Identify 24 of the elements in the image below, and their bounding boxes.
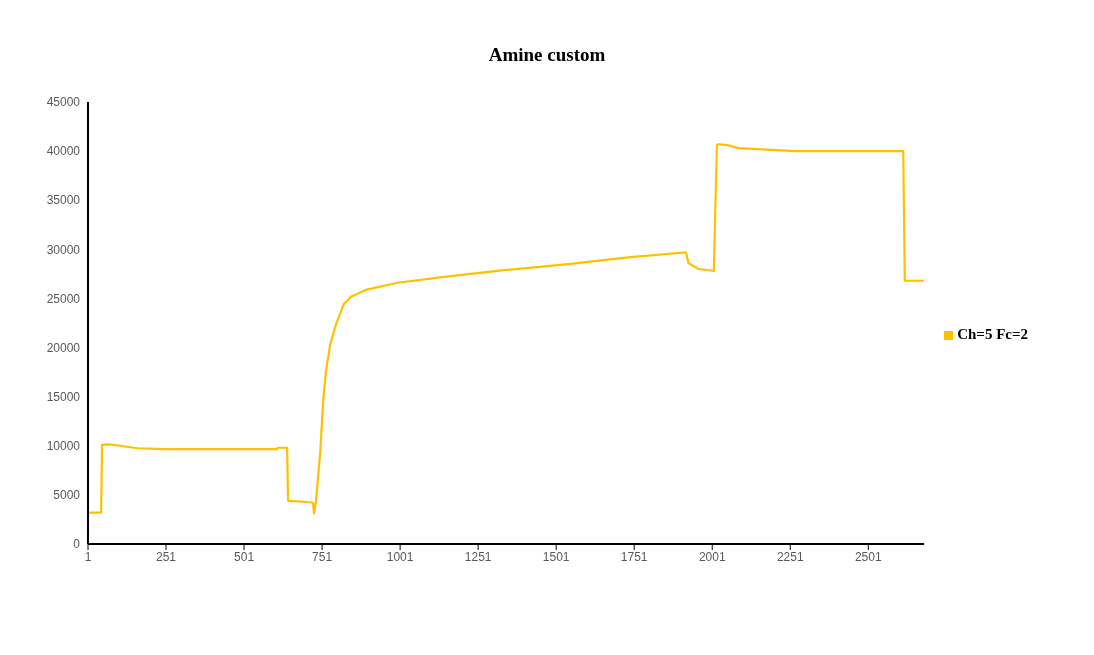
x-tick-label: 751	[312, 549, 333, 564]
y-tick-label: 15000	[46, 389, 81, 404]
x-tick-label: 1001	[386, 549, 414, 564]
x-tick-label: 2001	[698, 549, 726, 564]
y-tick-label: 35000	[46, 193, 81, 208]
y-tick-label: 5000	[53, 488, 81, 503]
y-tick-label: 40000	[46, 144, 81, 159]
x-tick-label: 1251	[464, 549, 492, 564]
y-tick-label: 10000	[46, 439, 81, 454]
x-tick-label: 1	[84, 549, 92, 564]
y-tick-label: 0	[73, 537, 81, 552]
y-tick-label: 20000	[46, 340, 81, 355]
legend-label: Ch=5 Fc=2	[957, 325, 1028, 342]
x-tick-label: 501	[234, 549, 255, 564]
y-tick-label: 45000	[46, 95, 81, 110]
y-tick-label: 30000	[46, 242, 81, 257]
y-tick-label: 25000	[46, 291, 81, 306]
x-tick-label: 1751	[620, 549, 648, 564]
x-tick-label: 2501	[854, 549, 882, 564]
line-series	[88, 143, 925, 515]
x-tick-label: 2251	[776, 549, 804, 564]
chart-title: Amine custom	[487, 43, 607, 67]
x-tick-label: 251	[156, 549, 177, 564]
x-tick-label: 1501	[542, 549, 570, 564]
